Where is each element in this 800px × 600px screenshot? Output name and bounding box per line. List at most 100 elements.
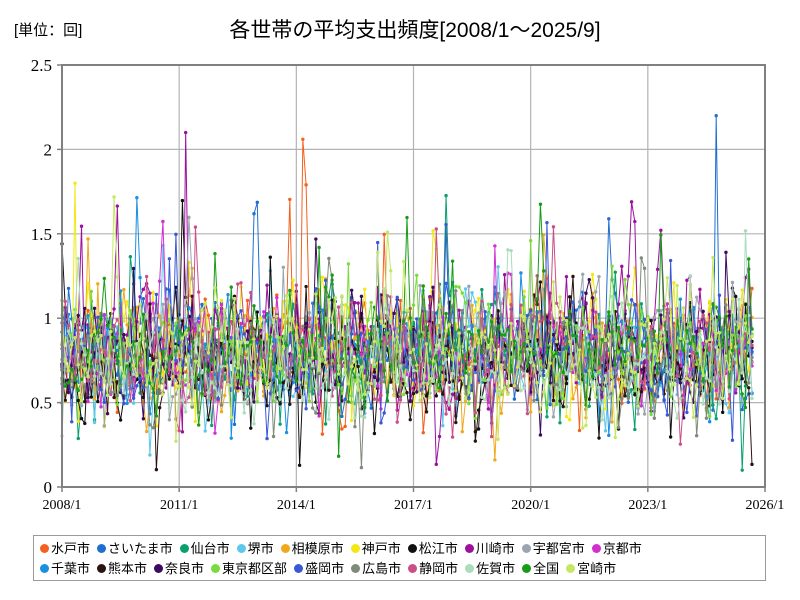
- series-marker: [691, 334, 696, 339]
- series-marker: [376, 384, 380, 388]
- series-marker: [385, 341, 390, 346]
- legend-item[interactable]: 宮崎市: [566, 562, 616, 575]
- series-marker: [382, 337, 386, 341]
- legend-marker-icon: [351, 563, 361, 573]
- legend-item[interactable]: 松江市: [407, 542, 458, 555]
- legend-item[interactable]: 千葉市: [40, 562, 90, 575]
- series-marker: [180, 336, 185, 341]
- series-marker: [275, 314, 279, 318]
- series-marker: [395, 380, 399, 384]
- series-marker: [594, 290, 598, 294]
- series-marker: [444, 281, 448, 286]
- series-marker: [603, 338, 608, 343]
- series-marker: [675, 355, 679, 360]
- series-marker: [268, 357, 272, 361]
- y-tick-label: 1.5: [31, 225, 52, 244]
- series-marker: [620, 332, 624, 336]
- series-marker: [698, 308, 702, 312]
- series-marker: [148, 381, 152, 385]
- series-marker: [131, 339, 136, 344]
- legend-item[interactable]: 東京都区部: [211, 562, 287, 575]
- legend-item[interactable]: 熊本市: [97, 562, 147, 575]
- series-marker: [307, 327, 312, 332]
- legend-item[interactable]: 全国: [522, 562, 559, 575]
- series-marker: [522, 342, 526, 346]
- series-marker: [620, 397, 624, 401]
- series-marker: [551, 383, 556, 387]
- legend-item[interactable]: 宇都宮市: [521, 542, 585, 555]
- legend-item[interactable]: 奈良市: [154, 562, 204, 575]
- series-marker: [187, 215, 191, 220]
- series-marker: [369, 406, 373, 410]
- series-marker: [489, 369, 494, 373]
- series-marker: [109, 382, 113, 386]
- legend-marker-icon: [591, 543, 601, 553]
- legend-item[interactable]: 仙台市: [179, 542, 230, 555]
- series-marker: [707, 299, 712, 304]
- series-marker: [454, 284, 458, 289]
- series-marker: [255, 200, 259, 205]
- series-marker: [405, 215, 409, 220]
- legend-item[interactable]: 佐賀市: [465, 562, 515, 575]
- series-marker: [467, 390, 471, 395]
- series-marker: [148, 302, 152, 306]
- series-marker: [229, 436, 233, 440]
- legend-label: 相模原市: [291, 540, 344, 556]
- series-marker: [480, 395, 484, 400]
- series-marker: [493, 458, 497, 462]
- series-marker: [242, 323, 246, 328]
- legend-label: さいたま市: [108, 540, 173, 556]
- legend-item[interactable]: さいたま市: [97, 542, 173, 555]
- legend-item[interactable]: 京都市: [591, 542, 642, 555]
- series-marker: [668, 363, 673, 368]
- series-marker: [450, 371, 455, 376]
- series-marker: [577, 326, 582, 330]
- legend-item[interactable]: 静岡市: [408, 562, 458, 575]
- series-marker: [291, 302, 295, 306]
- series-marker: [685, 278, 689, 283]
- series-marker: [528, 239, 533, 243]
- series-marker: [691, 415, 696, 420]
- series-marker: [213, 327, 217, 331]
- series-marker: [522, 386, 526, 390]
- series-marker: [76, 398, 80, 403]
- x-tick-label: 2026/1: [746, 498, 785, 513]
- series-marker: [86, 379, 90, 383]
- series-marker: [454, 289, 458, 293]
- series-marker: [655, 359, 660, 363]
- legend-item[interactable]: 堺市: [236, 540, 274, 556]
- series-marker: [717, 402, 722, 406]
- legend-label: 堺市: [247, 540, 274, 556]
- series-marker: [415, 334, 419, 338]
- series-marker: [408, 358, 412, 362]
- legend-item[interactable]: 盛岡市: [294, 562, 344, 575]
- legend-item[interactable]: 水戸市: [40, 542, 90, 555]
- legend-item[interactable]: 相模原市: [280, 540, 344, 556]
- series-marker: [623, 336, 627, 340]
- series-marker: [509, 303, 513, 307]
- series-marker: [180, 332, 185, 336]
- legend-item[interactable]: 神戸市: [350, 542, 401, 555]
- series-marker: [698, 319, 702, 324]
- series-marker: [320, 275, 325, 279]
- series-marker: [499, 313, 504, 317]
- series-marker: [174, 358, 178, 363]
- legend-item[interactable]: 広島市: [351, 562, 401, 575]
- series-marker: [389, 269, 393, 273]
- series-marker: [389, 335, 393, 339]
- x-tick-label: 2020/1: [511, 498, 550, 513]
- legend-marker-icon: [40, 563, 49, 573]
- legend-item[interactable]: 川崎市: [464, 542, 515, 555]
- series-marker: [509, 321, 513, 326]
- series-marker: [431, 359, 435, 363]
- series-marker: [66, 390, 71, 394]
- series-marker: [86, 281, 90, 285]
- series-marker: [86, 348, 90, 353]
- series-marker: [297, 463, 302, 467]
- series-marker: [213, 386, 217, 390]
- series-marker: [187, 305, 191, 310]
- series-marker: [411, 361, 416, 365]
- series-marker: [304, 407, 308, 411]
- series-marker: [203, 297, 207, 301]
- series-marker: [255, 341, 259, 345]
